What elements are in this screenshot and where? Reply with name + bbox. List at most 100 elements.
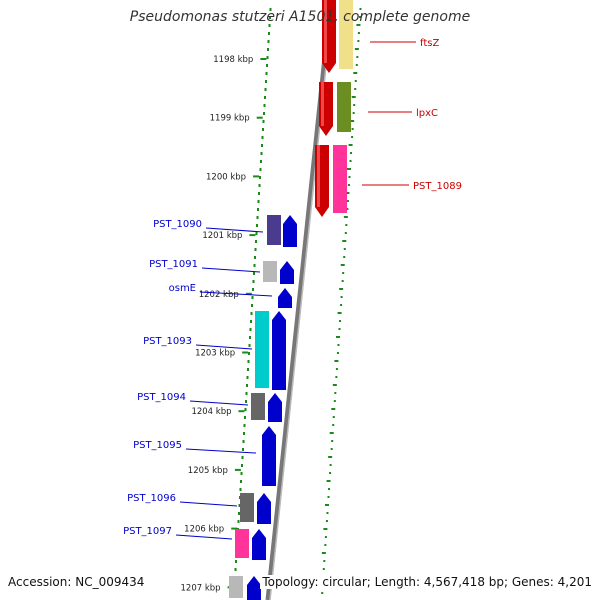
gc-dot: [269, 16, 271, 19]
gc-dot: [345, 224, 348, 226]
gc-dot: [261, 136, 264, 139]
gc-dot: [239, 488, 242, 491]
gc-dot: [263, 112, 265, 115]
gc-dot: [342, 272, 345, 274]
gc-dot: [349, 160, 352, 162]
gc-dot: [257, 208, 259, 211]
cog-box: [333, 145, 347, 213]
gc-dot: [346, 168, 351, 170]
cog-box: [337, 82, 351, 132]
gc-dot: [259, 168, 262, 171]
gc-dot: [337, 312, 342, 314]
gc-dot: [240, 472, 243, 475]
gene-arrow-reverse[interactable]: [280, 261, 294, 284]
gc-dot: [240, 480, 242, 483]
scale-tick-label: 1206 kbp: [184, 525, 224, 535]
cog-box: [255, 311, 269, 388]
gene-label[interactable]: PST_1096: [127, 493, 176, 504]
gc-dot: [324, 504, 329, 506]
gc-dot: [326, 512, 329, 514]
gc-dot: [246, 376, 249, 379]
gc-dot: [334, 360, 339, 362]
gc-dot: [354, 88, 357, 90]
gene-label[interactable]: PST_1094: [137, 392, 186, 403]
gene-arrow-reverse[interactable]: [257, 493, 271, 524]
gene-arrow-reverse[interactable]: [278, 288, 292, 308]
gc-dot: [332, 424, 335, 426]
gc-dot: [268, 24, 271, 27]
gc-dot: [325, 520, 328, 522]
gc-dot: [335, 336, 340, 338]
cog-box: [251, 393, 265, 420]
gene-leader-line: [175, 534, 233, 540]
gc-dot: [262, 128, 264, 131]
gene-label[interactable]: lpxC: [416, 108, 438, 119]
gc-dot: [352, 112, 355, 114]
gc-dot: [345, 192, 350, 194]
scale-tick-label: 1203 kbp: [195, 349, 235, 359]
gene-label[interactable]: PST_1090: [153, 219, 202, 230]
gc-dot: [351, 96, 356, 98]
gene-label[interactable]: PST_1097: [123, 526, 172, 537]
gc-dot: [256, 216, 259, 219]
gc-dot: [356, 56, 359, 58]
gc-dot: [335, 368, 338, 370]
scale-tick-label: 1204 kbp: [191, 407, 231, 417]
gene-label[interactable]: PST_1095: [133, 440, 182, 451]
gc-dot: [338, 328, 341, 330]
cog-box: [267, 215, 281, 245]
scale-tick-label: 1201 kbp: [202, 231, 242, 241]
gene-arrow-reverse[interactable]: [283, 215, 297, 247]
gc-dot: [257, 200, 260, 203]
gc-dot: [329, 464, 332, 466]
gene-arrow-reverse[interactable]: [272, 311, 286, 390]
gene-arrow-reverse[interactable]: [247, 576, 261, 600]
gene-label[interactable]: PST_1089: [413, 181, 462, 192]
gc-dot: [245, 400, 247, 403]
gc-dot: [253, 272, 255, 275]
gc-dot: [235, 560, 237, 563]
gc-dot: [268, 32, 270, 35]
gc-dot: [262, 120, 265, 123]
gc-dot: [253, 264, 256, 267]
gc-dot: [333, 400, 336, 402]
gc-dot: [348, 176, 351, 178]
gc-dot: [359, 8, 362, 10]
gc-dot: [336, 352, 339, 354]
gc-dot: [343, 256, 346, 258]
gene-arrow-reverse[interactable]: [268, 393, 282, 422]
gene-label[interactable]: ftsZ: [420, 38, 439, 49]
gc-dot: [267, 40, 270, 43]
gc-dot: [323, 528, 328, 530]
gc-dot: [265, 72, 268, 75]
gc-dot: [244, 408, 247, 411]
gc-dot: [242, 448, 244, 451]
gc-dot: [250, 312, 253, 315]
gc-dot: [346, 208, 349, 210]
gc-dot: [354, 80, 357, 82]
gc-dot: [260, 152, 263, 155]
gc-dot: [329, 472, 332, 474]
gene-label[interactable]: PST_1091: [149, 259, 198, 270]
gc-dot: [350, 152, 353, 154]
gene-arrow-highlight: [324, 0, 327, 63]
gc-dot: [267, 48, 269, 51]
gc-dots-layer: [233, 8, 362, 595]
gene-label[interactable]: PST_1093: [143, 336, 192, 347]
gc-dot: [348, 144, 353, 146]
gc-dot: [354, 48, 359, 50]
gc-dot: [264, 96, 266, 99]
gene-leader-line: [195, 344, 253, 350]
gene-label[interactable]: osmE: [169, 283, 196, 294]
gene-arrow-reverse[interactable]: [262, 426, 276, 486]
gc-dot: [249, 328, 252, 331]
gene-leader-line: [201, 267, 261, 273]
gc-dot: [328, 488, 331, 490]
cog-box: [235, 529, 249, 558]
gc-dot: [340, 304, 343, 306]
gc-dot: [355, 64, 358, 66]
gc-dot: [245, 392, 248, 395]
gc-dot: [326, 480, 331, 482]
gene-arrow-reverse[interactable]: [252, 529, 266, 560]
